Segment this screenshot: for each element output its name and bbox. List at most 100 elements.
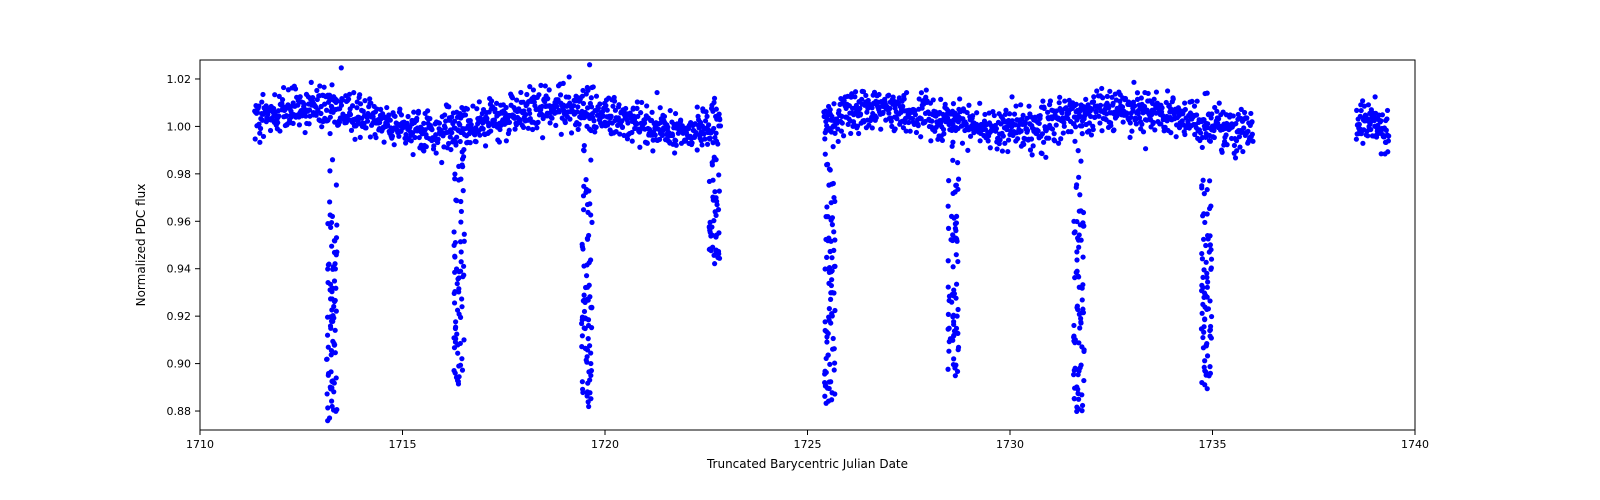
data-point — [1076, 148, 1081, 153]
data-point — [1201, 178, 1206, 183]
data-point — [887, 106, 892, 111]
data-point — [1359, 108, 1364, 113]
data-point — [1077, 192, 1082, 197]
data-point — [832, 264, 837, 269]
data-point — [477, 99, 482, 104]
data-point — [1205, 279, 1210, 284]
data-point — [1043, 155, 1048, 160]
data-point — [717, 189, 722, 194]
data-point — [1072, 139, 1077, 144]
data-point — [1080, 403, 1085, 408]
data-point — [351, 90, 356, 95]
data-point — [974, 110, 979, 115]
data-point — [349, 128, 354, 133]
data-point — [524, 92, 529, 97]
data-point — [824, 255, 829, 260]
data-point — [1209, 111, 1214, 116]
data-point — [362, 98, 367, 103]
data-point — [831, 101, 836, 106]
data-point — [828, 239, 833, 244]
data-point — [822, 394, 827, 399]
data-point — [429, 127, 434, 132]
data-point — [1245, 129, 1250, 134]
data-point — [948, 336, 953, 341]
data-point — [586, 404, 591, 409]
data-point — [581, 147, 586, 152]
data-point — [584, 273, 589, 278]
data-point — [589, 220, 594, 225]
data-point — [253, 136, 258, 141]
data-point — [653, 132, 658, 137]
data-point — [1006, 137, 1011, 142]
data-point — [272, 92, 277, 97]
data-point — [1131, 80, 1136, 85]
lightcurve-chart: 1710171517201725173017351740 0.880.900.9… — [0, 0, 1600, 500]
data-point — [852, 94, 857, 99]
data-point — [561, 81, 566, 86]
data-point — [1231, 113, 1236, 118]
data-point — [1031, 143, 1036, 148]
data-point — [830, 313, 835, 318]
data-point — [822, 136, 827, 141]
data-point — [332, 261, 337, 266]
data-point — [1151, 120, 1156, 125]
data-point — [1209, 314, 1214, 319]
data-point — [620, 125, 625, 130]
data-point — [459, 209, 464, 214]
data-point — [583, 285, 588, 290]
data-point — [612, 99, 617, 104]
data-point — [587, 62, 592, 67]
data-point — [331, 407, 336, 412]
data-point — [588, 257, 593, 262]
data-point — [458, 139, 463, 144]
data-point — [569, 130, 574, 135]
data-point — [1094, 88, 1099, 93]
data-point — [558, 92, 563, 97]
data-point — [358, 101, 363, 106]
data-point — [825, 353, 830, 358]
data-point — [1183, 107, 1188, 112]
data-point — [454, 266, 459, 271]
data-point — [456, 381, 461, 386]
data-point — [829, 390, 834, 395]
data-point — [293, 86, 298, 91]
data-point — [829, 397, 834, 402]
data-point — [672, 150, 677, 155]
data-point — [582, 325, 587, 330]
data-point — [1057, 95, 1062, 100]
chart-svg: 1710171517201725173017351740 0.880.900.9… — [0, 0, 1600, 500]
data-point — [1098, 103, 1103, 108]
data-point — [536, 92, 541, 97]
data-point — [358, 135, 363, 140]
data-point — [439, 160, 444, 165]
data-point — [714, 139, 719, 144]
data-point — [325, 391, 330, 396]
data-point — [414, 116, 419, 121]
data-point — [455, 342, 460, 347]
data-point — [900, 104, 905, 109]
data-point — [665, 125, 670, 130]
x-tick-label: 1730 — [996, 438, 1024, 451]
data-point — [1074, 102, 1079, 107]
data-point — [1208, 247, 1213, 252]
data-point — [956, 177, 961, 182]
data-point — [623, 106, 628, 111]
data-point — [291, 121, 296, 126]
data-point — [673, 138, 678, 143]
data-point — [328, 225, 333, 230]
data-point — [840, 120, 845, 125]
data-point — [325, 280, 330, 285]
data-point — [328, 323, 333, 328]
data-point — [348, 112, 353, 117]
data-point — [535, 120, 540, 125]
data-point — [952, 328, 957, 333]
data-point — [951, 264, 956, 269]
data-point — [946, 284, 951, 289]
data-point — [695, 104, 700, 109]
data-point — [1107, 89, 1112, 94]
data-point — [587, 201, 592, 206]
data-point — [1078, 320, 1083, 325]
data-point — [1037, 121, 1042, 126]
data-point — [1099, 86, 1104, 91]
data-point — [1360, 141, 1365, 146]
